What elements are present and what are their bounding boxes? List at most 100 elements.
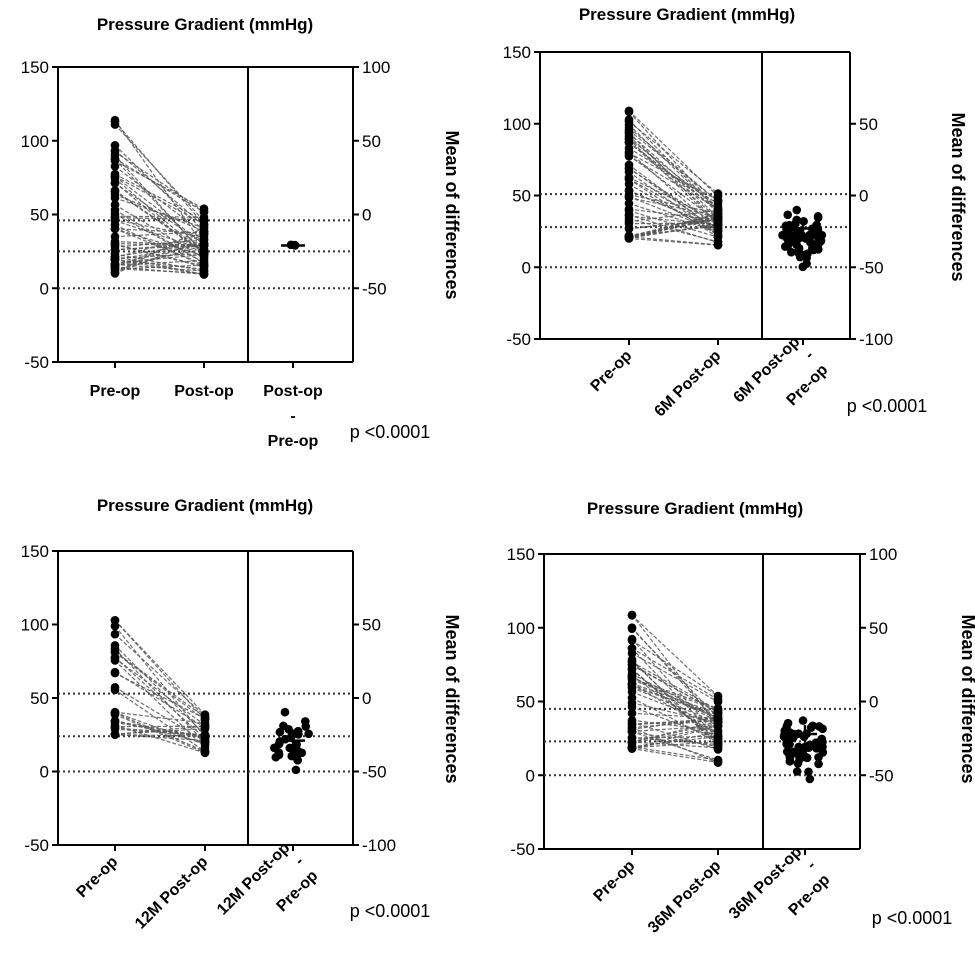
x-category-label-group: Pre-op xyxy=(591,857,639,905)
paired-change-line xyxy=(628,154,719,223)
x-category-label: Post-op xyxy=(174,383,234,400)
pre-op-point xyxy=(110,115,120,125)
post-op-point xyxy=(199,261,209,271)
difference-point xyxy=(786,730,795,739)
pre-op-point xyxy=(624,186,634,195)
paired-change-line xyxy=(114,204,205,259)
paired-change-line xyxy=(631,673,719,720)
paired-change-line xyxy=(631,712,719,719)
pre-op-point xyxy=(110,707,120,717)
post-op-point xyxy=(200,731,210,740)
chart-0: Pressure Gradient (mmHg)-50050100150-500… xyxy=(21,15,462,450)
pre-op-point xyxy=(110,729,120,739)
post-op-point xyxy=(713,189,723,198)
paired-change-line xyxy=(628,214,719,244)
x-category-label-group: Pre-op xyxy=(784,361,832,409)
y-left-tick-label: 0 xyxy=(40,279,49,298)
post-op-point xyxy=(713,205,723,214)
paired-change-line xyxy=(631,647,719,701)
paired-change-line xyxy=(114,656,206,739)
difference-point xyxy=(792,205,802,215)
paired-change-line xyxy=(631,720,719,743)
paired-change-line xyxy=(628,216,719,239)
paired-change-line xyxy=(114,231,205,238)
pre-op-point xyxy=(624,179,634,189)
paired-change-line xyxy=(114,686,206,742)
pre-op-point xyxy=(627,610,637,620)
y-right-tick-label: 0 xyxy=(362,689,371,708)
paired-change-line xyxy=(628,224,719,238)
pre-op-point xyxy=(624,107,634,117)
difference-point xyxy=(804,767,813,777)
paired-change-line xyxy=(114,219,205,239)
paired-change-line xyxy=(631,614,719,697)
difference-point xyxy=(274,748,284,757)
paired-change-line xyxy=(631,660,719,743)
difference-point xyxy=(802,259,811,268)
pre-op-point xyxy=(627,643,637,653)
paired-change-line xyxy=(114,728,206,737)
pre-op-point xyxy=(627,623,637,632)
paired-change-line xyxy=(631,731,719,761)
paired-change-line xyxy=(628,197,719,217)
pre-op-point xyxy=(110,667,120,677)
paired-change-line xyxy=(631,684,719,718)
difference-point xyxy=(818,737,827,747)
pre-op-point xyxy=(624,143,634,153)
post-op-point xyxy=(199,221,209,230)
pre-op-point xyxy=(110,178,120,187)
pre-op-point xyxy=(627,636,637,645)
paired-change-line xyxy=(114,651,206,718)
paired-change-line xyxy=(114,216,205,221)
chart-title: Pressure Gradient (mmHg) xyxy=(97,15,313,34)
difference-point xyxy=(804,743,813,752)
pre-op-point xyxy=(624,137,634,147)
paired-change-line xyxy=(114,243,205,267)
paired-change-line xyxy=(628,111,719,210)
y-left-tick-label: 100 xyxy=(21,616,49,635)
difference-point xyxy=(291,765,301,775)
post-op-point xyxy=(713,718,723,728)
x-category-label-group: - xyxy=(802,347,818,363)
pre-op-point xyxy=(624,173,634,182)
y-right-tick-label: 0 xyxy=(869,693,878,712)
paired-change-line xyxy=(628,147,719,205)
post-op-point xyxy=(199,204,209,213)
paired-change-line xyxy=(114,215,205,218)
difference-point xyxy=(808,230,817,240)
paired-change-line xyxy=(114,245,205,271)
y-left-tick-label: 100 xyxy=(21,132,49,151)
paired-change-line xyxy=(114,711,206,724)
y-right-tick-label: 50 xyxy=(362,132,381,151)
paired-change-line xyxy=(114,660,206,749)
difference-point xyxy=(293,726,303,736)
paired-change-line xyxy=(114,253,205,264)
paired-change-line xyxy=(114,119,205,247)
paired-change-line xyxy=(631,686,719,716)
paired-change-line xyxy=(628,142,719,211)
pre-op-point xyxy=(110,685,120,695)
y-right-axis-label: Mean of differences xyxy=(958,614,975,783)
paired-change-line xyxy=(114,177,205,255)
paired-change-line xyxy=(114,256,205,275)
paired-change-line xyxy=(628,141,719,220)
paired-change-line xyxy=(628,127,719,202)
post-op-point xyxy=(713,240,723,250)
chart-title: Pressure Gradient (mmHg) xyxy=(97,496,313,515)
x-category-label: - xyxy=(804,857,820,873)
paired-change-line xyxy=(631,731,719,750)
paired-change-line xyxy=(114,733,206,737)
paired-change-line xyxy=(114,672,206,720)
y-left-tick-label: 50 xyxy=(30,206,49,225)
x-category-label: Pre-op xyxy=(591,857,639,905)
paired-change-line xyxy=(114,197,205,229)
post-op-point xyxy=(713,709,723,718)
difference-point xyxy=(793,759,803,768)
chart-panel-12m: Pressure Gradient (mmHg) -50 0 50 100 150 -100… xyxy=(0,489,487,979)
paired-change-line xyxy=(628,208,719,221)
y-left-tick-label: 150 xyxy=(503,43,531,62)
x-category-label: 12M Post-op xyxy=(132,853,211,932)
difference-point xyxy=(293,755,302,765)
paired-change-line xyxy=(628,132,719,225)
pre-op-point xyxy=(627,679,637,688)
